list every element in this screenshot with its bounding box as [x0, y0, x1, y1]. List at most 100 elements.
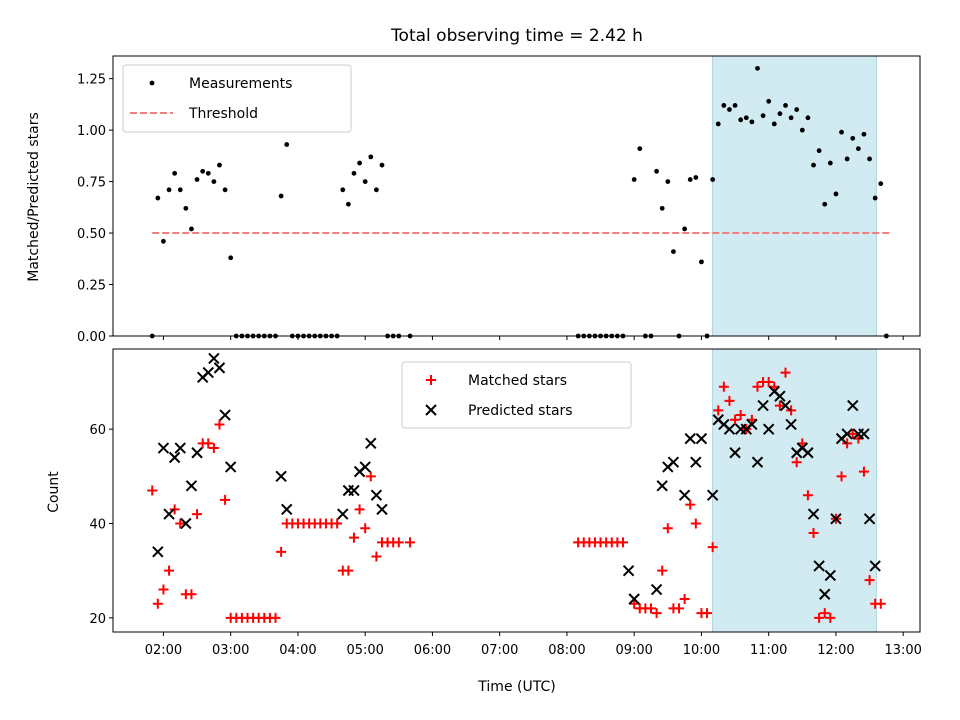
predicted-stars-point [802, 447, 814, 459]
predicted-stars-point [757, 399, 769, 412]
matched-stars-point [819, 608, 830, 619]
y-tick-label: 1.25 [77, 73, 106, 88]
matched-stars-point [674, 603, 685, 614]
measurements-point [693, 175, 699, 180]
bottom-plot-frame [112, 348, 921, 633]
predicted-stars-point [337, 508, 349, 520]
predicted-stars-point [774, 390, 786, 402]
measurements-point [211, 179, 217, 184]
y-tick-label: 0.00 [77, 330, 106, 345]
measurements-point [861, 131, 867, 137]
y-tick-label: 60 [89, 423, 106, 438]
predicted-stars-point [762, 423, 775, 435]
measurements-point [799, 127, 805, 133]
matched-stars-point [780, 367, 791, 378]
x-tick-label: 11:00 [750, 643, 787, 658]
measurements-point [200, 168, 206, 174]
measurements-point [783, 103, 788, 108]
observing-window-shade [712, 55, 877, 337]
x-tick-label: 05:00 [346, 643, 383, 658]
legend-label-threshold: Threshold [188, 106, 258, 122]
matched-stars-point [152, 598, 163, 609]
matched-stars-point [702, 608, 713, 619]
matched-stars-point [718, 381, 729, 392]
matched-stars-point [276, 546, 287, 557]
measurements-point [682, 226, 688, 232]
matched-stars-point [724, 395, 735, 406]
matched-stars-point [220, 494, 231, 505]
matched-stars-point [842, 438, 853, 449]
measurements-point [738, 117, 744, 123]
predicted-stars-point [202, 366, 214, 379]
top-plot-frame [112, 55, 921, 337]
predicted-stars-point [695, 432, 708, 445]
measurements-point [631, 177, 637, 182]
legend-swatch-matched-stars [426, 375, 436, 385]
predicted-stars-point [208, 352, 220, 365]
predicted-stars-point [213, 362, 226, 374]
predicted-stars-point [163, 508, 175, 520]
predicted-stars-point [191, 447, 203, 459]
measurements-point [833, 191, 839, 197]
measurements-point [671, 249, 676, 254]
measurements-point [687, 177, 693, 182]
measurements-point [771, 121, 777, 127]
top-y-axis: 0.00 0.25 0.50 0.75 1.00 1.25 [77, 73, 113, 345]
predicted-stars-point [863, 513, 876, 525]
x-tick-label: 03:00 [212, 643, 249, 658]
matched-stars-point [651, 608, 662, 619]
bottom-plot-data [147, 352, 886, 623]
matched-stars-point [192, 509, 203, 520]
measurements-point [788, 115, 794, 121]
predicted-stars-point [622, 564, 635, 577]
measurements-point [721, 103, 727, 108]
predicted-stars-point [690, 456, 702, 468]
matched-stars-point [617, 537, 628, 548]
measurements-point [872, 195, 878, 201]
shaded-region [712, 348, 877, 633]
matched-stars-point [164, 565, 175, 576]
measurements-point [755, 65, 760, 71]
matched-stars-point [175, 518, 186, 529]
matched-stars-point [864, 575, 875, 586]
measurements-point [822, 201, 828, 207]
matched-stars-point [774, 400, 785, 411]
top-panel: 0.00 0.25 0.50 0.75 1.00 1.25 Matched/Predict… [26, 55, 921, 345]
measurements-point [177, 187, 183, 193]
matched-stars-point [690, 518, 701, 529]
measurements-point [827, 160, 833, 166]
top-y-axis-label: Matched/Predicted stars [26, 112, 42, 282]
matched-stars-point [763, 377, 774, 388]
matched-stars-point [147, 485, 158, 496]
measurements-point [172, 170, 178, 176]
matched-stars-point [393, 537, 404, 548]
predicted-stars-point [650, 583, 663, 596]
matched-stars-point [360, 523, 371, 534]
bottom-legend: Matched stars Predicted stars [401, 361, 632, 429]
predicted-stars-point [656, 480, 668, 492]
predicted-stars-point [174, 442, 186, 454]
legend-box [401, 361, 632, 429]
predicted-stars-point [684, 432, 696, 445]
matched-stars-point [836, 471, 847, 482]
legend-box [122, 64, 352, 133]
measurements-point [351, 170, 357, 176]
predicted-stars-point [779, 399, 792, 412]
y-tick-label: 0.25 [77, 279, 106, 294]
bottom-x-axis: 02:00 03:00 04:00 05:00 06:00 07:00 08:00 09:00… [145, 632, 922, 658]
matched-stars-point [208, 443, 219, 454]
matched-stars-point [348, 532, 359, 543]
measurements-point [217, 162, 222, 168]
measurements-point [161, 238, 166, 244]
measurements-point [844, 156, 850, 162]
predicted-stars-point [807, 508, 820, 520]
predicted-stars-point [157, 442, 170, 454]
measurements-point [362, 179, 368, 184]
predicted-stars-point [813, 560, 825, 572]
predicted-stars-point [168, 451, 181, 464]
matched-stars-point [730, 414, 741, 425]
measurements-point [777, 111, 783, 117]
predicted-stars-point [706, 489, 719, 501]
measurements-point [194, 177, 200, 182]
measurements-point [340, 187, 346, 193]
